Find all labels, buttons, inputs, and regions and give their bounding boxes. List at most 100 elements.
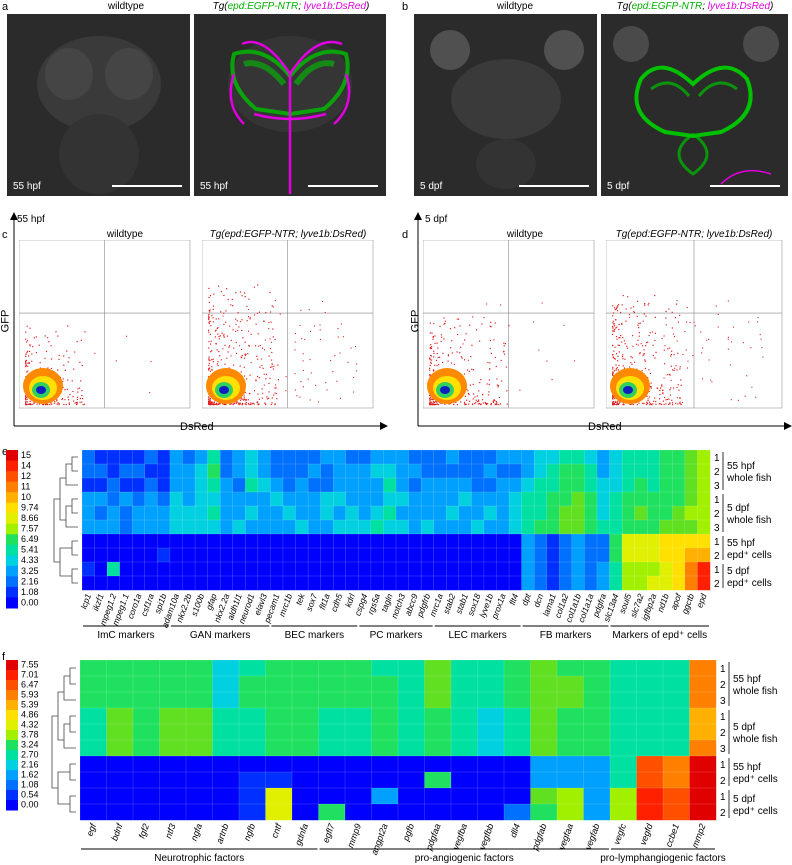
row-group-label: 55 hpf <box>733 762 761 773</box>
panel-c-wildtype-flow-plot <box>19 240 191 409</box>
heatmap-cell <box>383 505 397 521</box>
colorbar-swatch <box>6 780 18 791</box>
heatmap-cell <box>182 449 196 465</box>
heatmap-cell <box>219 491 234 507</box>
heatmap-cell <box>533 575 548 591</box>
heatmap-cell <box>291 755 319 773</box>
heatmap-cell <box>397 675 425 693</box>
heatmap-cell <box>358 463 372 479</box>
panel-c-stage: 55 hpf <box>17 214 45 225</box>
heatmap-cell <box>194 505 209 521</box>
heatmap-cell <box>503 723 531 741</box>
heatmap-cell <box>371 675 399 693</box>
heatmap-cell <box>207 561 221 577</box>
heatmap-cell <box>333 575 347 591</box>
heatmap-cell <box>94 547 108 563</box>
row-replicate-label: 3 <box>720 696 726 707</box>
heatmap-cell <box>471 519 485 535</box>
heatmap-cell <box>395 561 410 577</box>
heatmap-cell <box>257 463 271 479</box>
row-group-label: 55 hpf <box>727 461 755 472</box>
heatmap-cell <box>556 691 584 709</box>
heatmap-cell <box>508 505 523 521</box>
heatmap-cell <box>295 449 309 465</box>
column-gene-label: pdgfaa <box>423 822 442 852</box>
row-replicate-label: 1 <box>720 792 726 803</box>
colorbar-tick-label: 1.62 <box>21 770 39 780</box>
heatmap-cell <box>169 575 183 591</box>
title-sep: ; <box>298 1 304 12</box>
heatmap-cell <box>282 477 297 493</box>
heatmap-cell <box>307 505 322 521</box>
heatmap-cell <box>207 477 221 493</box>
heatmap-cell <box>157 449 171 465</box>
heatmap-cell <box>159 755 187 773</box>
heatmap-cell <box>383 477 397 493</box>
heatmap-cell <box>647 561 661 577</box>
heatmap-cell <box>621 561 636 577</box>
heatmap-cell <box>257 449 271 465</box>
heatmap-cell <box>420 505 435 521</box>
heatmap-cell <box>371 771 399 789</box>
heatmap-cell <box>647 575 661 591</box>
heatmap-cell <box>318 723 346 741</box>
heatmap-cell <box>157 575 171 591</box>
heatmap-cell <box>106 449 121 465</box>
scale-bar <box>112 185 182 187</box>
heatmap-cell <box>169 505 183 521</box>
heatmap-cell <box>358 533 372 549</box>
heatmap-cell <box>257 477 271 493</box>
heatmap-cell <box>194 575 209 591</box>
colorbar-tick-label: 7.55 <box>21 660 39 670</box>
heatmap-cell <box>634 505 648 521</box>
colorbar-tick-label: 1.08 <box>21 780 39 790</box>
heatmap-cell <box>689 659 717 677</box>
heatmap-cell <box>471 533 485 549</box>
heatmap-cell <box>282 575 297 591</box>
heatmap-cell <box>508 449 523 465</box>
heatmap-cell <box>185 755 213 773</box>
heatmap-cell <box>496 561 510 577</box>
heatmap-cell <box>169 477 183 493</box>
heatmap-cell <box>559 533 573 549</box>
colorbar-tick-label: 7.01 <box>21 670 39 680</box>
heatmap-cell <box>132 803 160 821</box>
panel-f-heatmap: 7.557.016.475.935.394.864.323.783.242.70… <box>6 659 778 864</box>
column-group-label: FB markers <box>540 630 592 640</box>
colorbar-swatch <box>6 700 18 711</box>
heatmap-cell <box>420 449 435 465</box>
heatmap-cell <box>219 449 234 465</box>
heatmap-cell <box>697 477 711 493</box>
heatmap-cell <box>106 533 121 549</box>
heatmap-cell <box>609 723 637 741</box>
heatmap-cell <box>408 449 422 465</box>
heatmap-cell <box>282 533 297 549</box>
heatmap-cell <box>207 519 221 535</box>
colorbar-tick-label: 2.70 <box>21 750 39 760</box>
heatmap-cell <box>344 755 372 773</box>
stage-stamp: 5 dpf <box>607 181 630 192</box>
heatmap-cell <box>358 519 372 535</box>
heatmap-cell <box>79 659 107 677</box>
heatmap-cell <box>521 505 535 521</box>
heatmap-cell <box>282 505 297 521</box>
colorbar-swatch <box>6 555 18 567</box>
heatmap-cell <box>546 505 560 521</box>
panel-d-axes <box>414 212 792 430</box>
heatmap-cell <box>106 519 121 535</box>
row-replicate-label: 1 <box>720 760 726 771</box>
colorbar-tick-label: 4.32 <box>21 720 39 730</box>
heatmap-cell <box>144 477 158 493</box>
heatmap-cell <box>371 723 399 741</box>
heatmap-cell <box>219 519 234 535</box>
heatmap-cell <box>194 547 209 563</box>
heatmap-cell <box>395 505 410 521</box>
heatmap-cell <box>318 771 346 789</box>
heatmap-cell <box>609 477 623 493</box>
heatmap-cell <box>521 477 535 493</box>
column-gene-label: epd <box>694 592 708 609</box>
heatmap-cell <box>320 561 334 577</box>
heatmap-cell <box>397 691 425 709</box>
heatmap-cell <box>634 449 648 465</box>
heatmap-cell <box>185 707 213 725</box>
